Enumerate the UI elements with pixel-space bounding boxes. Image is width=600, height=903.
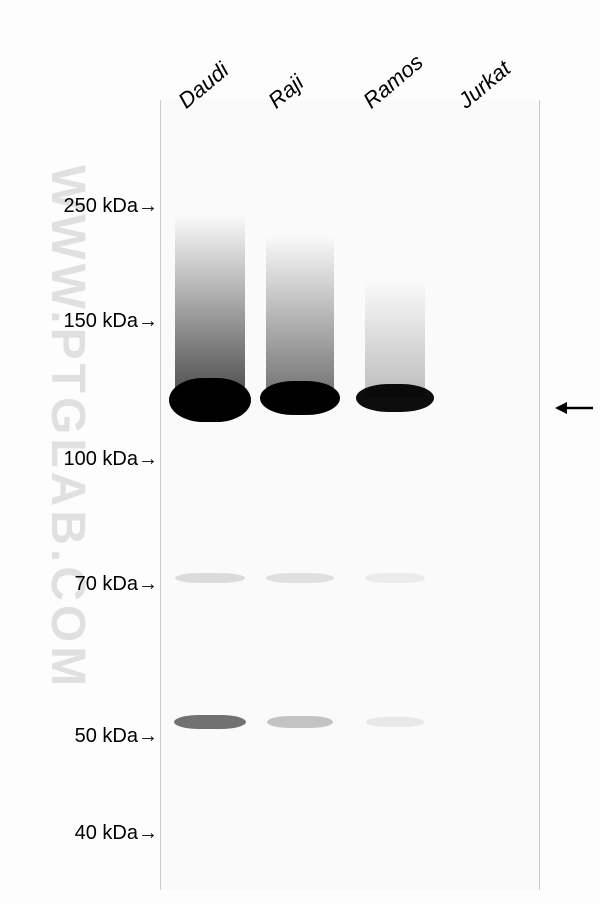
smear-ramos bbox=[365, 280, 425, 398]
marker-150: 150 kDa→ bbox=[64, 310, 159, 333]
smear-raji bbox=[266, 235, 334, 398]
faint-70-ramos bbox=[365, 573, 425, 583]
band-daudi-main bbox=[169, 378, 251, 422]
marker-70: 70 kDa→ bbox=[75, 573, 158, 596]
marker-250: 250 kDa→ bbox=[64, 195, 159, 218]
band-ramos-main bbox=[356, 384, 434, 412]
faint-70-raji bbox=[266, 573, 334, 583]
faint-50-raji bbox=[267, 716, 333, 728]
faint-50-ramos bbox=[366, 717, 424, 727]
marker-50: 50 kDa→ bbox=[75, 725, 158, 748]
band-raji-main bbox=[260, 381, 340, 415]
faint-70-daudi bbox=[175, 573, 245, 583]
faint-50-daudi bbox=[174, 715, 246, 729]
marker-100: 100 kDa→ bbox=[64, 448, 159, 471]
marker-40: 40 kDa→ bbox=[75, 822, 158, 845]
figure-container: WWW.PTGLAB.COM Daudi Raji Ramos Jurkat 2… bbox=[0, 0, 600, 903]
watermark-text: WWW.PTGLAB.COM bbox=[40, 165, 95, 690]
smear-daudi bbox=[175, 215, 245, 400]
target-band-arrow-icon bbox=[555, 398, 595, 423]
